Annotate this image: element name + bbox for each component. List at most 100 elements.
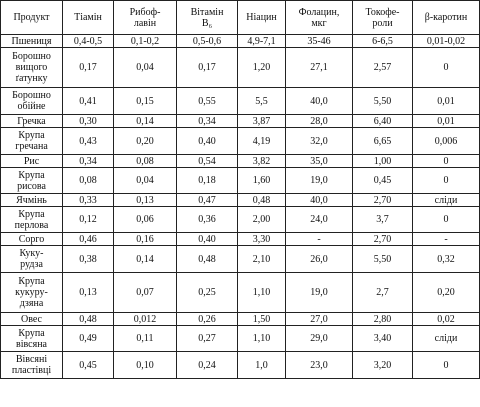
value-cell: 2,70 [352, 232, 413, 246]
value-cell: сліди [412, 325, 480, 352]
value-cell: 0,07 [113, 272, 177, 313]
value-cell: 0 [412, 206, 480, 233]
value-cell: 0,13 [62, 272, 114, 313]
value-cell: - [412, 232, 480, 246]
value-cell: 1,60 [237, 167, 286, 194]
value-cell: 0,54 [176, 154, 238, 168]
header-row: Продукт Тіамін Рибоф- лавін Вітамін B₆ Ніаци… [0, 0, 480, 35]
value-cell: 0,25 [176, 272, 238, 313]
product-cell: Пшениця [0, 34, 63, 48]
value-cell: 0,38 [62, 245, 114, 273]
table-row: Крупа рисова 0,08 0,04 0,18 1,60 19,0 0,45 0 [0, 167, 480, 194]
table-row: Крупа вівсяна 0,49 0,11 0,27 1,10 29,0 3,40 слі… [0, 325, 480, 352]
value-cell: 0,32 [412, 245, 480, 273]
value-cell: 0,27 [176, 325, 238, 352]
value-cell: 0,012 [113, 312, 177, 326]
value-cell: 0,36 [176, 206, 238, 233]
value-cell: 0 [412, 351, 480, 379]
product-cell: Гречка [0, 114, 63, 128]
value-cell: 1,20 [237, 47, 286, 88]
product-cell: Рис [0, 154, 63, 168]
table-row: Вівсяні пластівці 0,45 0,10 0,24 1,0 23,0 3,20… [0, 351, 480, 379]
value-cell: 2,80 [352, 312, 413, 326]
value-cell: 0,12 [62, 206, 114, 233]
product-cell: Борошно вищого ґатунку [0, 47, 63, 88]
value-cell: 6,40 [352, 114, 413, 128]
value-cell: 3,7 [352, 206, 413, 233]
value-cell: 19,0 [285, 272, 353, 313]
product-cell: Крупа перлова [0, 206, 63, 233]
value-cell: 0,47 [176, 193, 238, 207]
value-cell: 0,30 [62, 114, 114, 128]
value-cell: 0,18 [176, 167, 238, 194]
value-cell: 0,5-0,6 [176, 34, 238, 48]
table-row: Гречка 0,30 0,14 0,34 3,87 28,0 6,40 0,01 [0, 114, 480, 128]
value-cell: 0,49 [62, 325, 114, 352]
value-cell: 0,33 [62, 193, 114, 207]
value-cell: 28,0 [285, 114, 353, 128]
product-cell: Крупа гречана [0, 127, 63, 155]
value-cell: 1,00 [352, 154, 413, 168]
value-cell: 24,0 [285, 206, 353, 233]
value-cell: 0,01-0,02 [412, 34, 480, 48]
value-cell: 1,10 [237, 272, 286, 313]
product-cell: Борошно обійне [0, 87, 63, 115]
value-cell: 0,01 [412, 114, 480, 128]
value-cell: 2,00 [237, 206, 286, 233]
value-cell: 3,87 [237, 114, 286, 128]
value-cell: 35,0 [285, 154, 353, 168]
value-cell: 0,41 [62, 87, 114, 115]
product-cell: Вівсяні пластівці [0, 351, 63, 379]
value-cell: 0,006 [412, 127, 480, 155]
value-cell: 0 [412, 154, 480, 168]
value-cell: 5,5 [237, 87, 286, 115]
table-row: Пшениця 0,4-0,5 0,1-0,2 0,5-0,6 4,9-7,1 35-46… [0, 34, 480, 48]
value-cell: 2,10 [237, 245, 286, 273]
value-cell: 0,17 [62, 47, 114, 88]
value-cell: 32,0 [285, 127, 353, 155]
value-cell: 0,55 [176, 87, 238, 115]
product-cell: Куку- рудза [0, 245, 63, 273]
value-cell: 0,04 [113, 167, 177, 194]
value-cell: 0,13 [113, 193, 177, 207]
header-cell: Тіамін [62, 0, 114, 35]
value-cell: 3,40 [352, 325, 413, 352]
value-cell: 0,11 [113, 325, 177, 352]
value-cell: 40,0 [285, 87, 353, 115]
value-cell: 0,02 [412, 312, 480, 326]
value-cell: сліди [412, 193, 480, 207]
header-cell: Ніацин [237, 0, 286, 35]
value-cell: 35-46 [285, 34, 353, 48]
value-cell: 6-6,5 [352, 34, 413, 48]
product-cell: Ячмінь [0, 193, 63, 207]
value-cell: 0,15 [113, 87, 177, 115]
header-cell: Токофе- роли [352, 0, 413, 35]
header-cell: Фолацин, мкг [285, 0, 353, 35]
value-cell: 3,82 [237, 154, 286, 168]
value-cell: 23,0 [285, 351, 353, 379]
product-cell: Крупа вівсяна [0, 325, 63, 352]
header-cell: Вітамін B₆ [176, 0, 238, 35]
value-cell: 0,45 [352, 167, 413, 194]
value-cell: 27,1 [285, 47, 353, 88]
product-cell: Крупа рисова [0, 167, 63, 194]
product-cell: Крупа кукуру- дзяна [0, 272, 63, 313]
value-cell: 0,14 [113, 245, 177, 273]
table-row: Сорго 0,46 0,16 0,40 3,30-2,70- [0, 232, 480, 246]
value-cell: 0,40 [176, 127, 238, 155]
header-cell: β-каротин [412, 0, 480, 35]
value-cell: 0 [412, 167, 480, 194]
value-cell: 2,57 [352, 47, 413, 88]
nutrient-table: Продукт Тіамін Рибоф- лавін Вітамін B₆ Ніаци… [0, 0, 480, 379]
value-cell: 0,48 [237, 193, 286, 207]
value-cell: 5,50 [352, 245, 413, 273]
value-cell: 1,0 [237, 351, 286, 379]
table-row: Крупа гречана 0,43 0,20 0,40 4,19 32,0 6,65 0,0… [0, 127, 480, 155]
value-cell: 26,0 [285, 245, 353, 273]
product-cell: Овес [0, 312, 63, 326]
value-cell: 0,10 [113, 351, 177, 379]
value-cell: 0,34 [176, 114, 238, 128]
value-cell: 0,20 [412, 272, 480, 313]
table-row: Крупа перлова 0,12 0,06 0,36 2,00 24,0 3,7 0 [0, 206, 480, 233]
value-cell: 0,1-0,2 [113, 34, 177, 48]
